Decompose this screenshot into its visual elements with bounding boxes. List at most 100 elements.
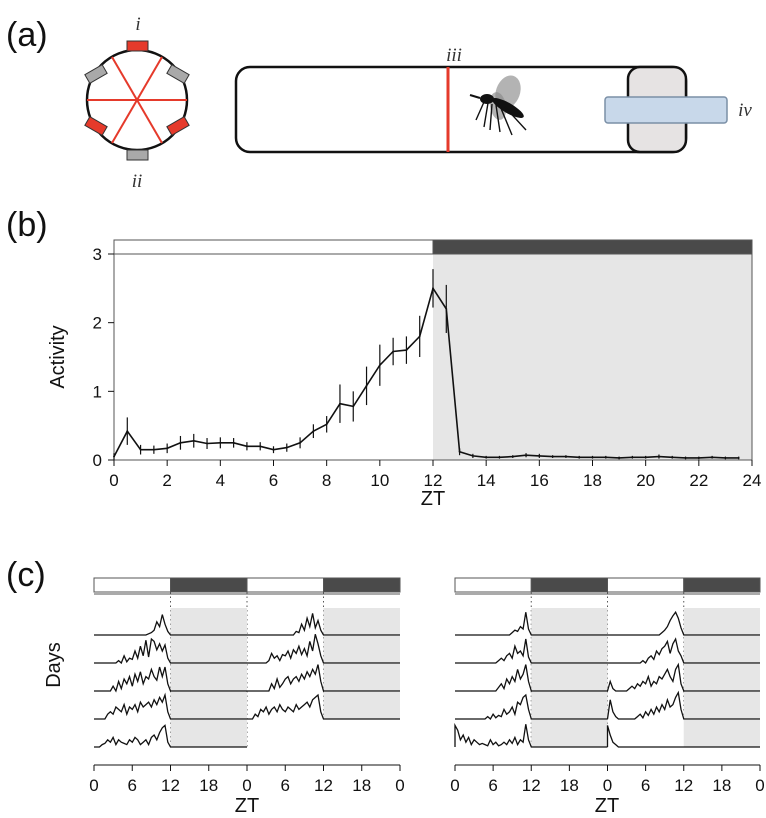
dark-phase-bar <box>530 577 608 593</box>
light-phase-bar <box>93 577 171 593</box>
data-point <box>525 454 527 457</box>
night-shading <box>323 692 400 719</box>
x-tick-label: 12 <box>522 776 541 795</box>
night-shading <box>170 692 247 719</box>
night-shading <box>531 636 608 663</box>
x-tick-label: 12 <box>161 776 180 795</box>
night-shading <box>531 720 608 747</box>
x-tick-label: 18 <box>199 776 218 795</box>
data-point <box>511 455 514 458</box>
y-axis-label: Activity <box>47 325 69 388</box>
data-point <box>392 350 395 353</box>
activity-trace <box>607 637 760 665</box>
data-point <box>458 450 461 453</box>
data-point <box>192 439 195 442</box>
x-tick-label: 0 <box>450 776 459 795</box>
data-point <box>551 455 554 458</box>
data-point <box>418 335 421 338</box>
data-point <box>325 423 328 426</box>
x-tick-label: 0 <box>242 776 251 795</box>
activity-trace <box>455 638 608 664</box>
x-tick-label: 12 <box>424 471 443 490</box>
night-shading <box>323 608 400 635</box>
data-point <box>113 455 115 458</box>
x-tick-label: 0 <box>395 776 404 795</box>
data-point <box>166 447 169 450</box>
activity-trace <box>607 610 760 636</box>
label-iii: iii <box>446 45 462 66</box>
actogram-right-x-label: ZT <box>595 795 619 817</box>
x-tick-label: 22 <box>689 471 708 490</box>
y-tick-label: 3 <box>93 245 102 264</box>
x-tick-label: 12 <box>314 776 333 795</box>
data-point <box>644 456 647 459</box>
dark-phase-bar <box>432 239 753 255</box>
x-tick-label: 18 <box>583 471 602 490</box>
activity-trace <box>94 614 247 636</box>
arena-top-view: i ii <box>84 14 190 192</box>
data-point <box>604 456 607 459</box>
data-point <box>631 456 634 459</box>
data-point <box>246 445 248 448</box>
x-tick-label: 4 <box>216 471 225 490</box>
data-point <box>285 446 288 449</box>
y-tick-label: 1 <box>93 382 102 401</box>
dark-phase-bar <box>170 577 248 593</box>
data-point <box>139 448 142 451</box>
x-tick-label: 18 <box>712 776 731 795</box>
label-i: i <box>135 14 140 35</box>
night-shading <box>531 608 608 635</box>
y-axis-ticks: 0 1 2 3 <box>93 245 114 470</box>
activity-trace <box>455 664 608 692</box>
light-phase-bar <box>607 577 685 593</box>
data-point <box>538 454 541 457</box>
light-phase-bar <box>246 577 324 593</box>
data-point <box>378 364 381 367</box>
x-tick-label: 16 <box>530 471 549 490</box>
dark-phase-bar <box>323 577 401 593</box>
panel-label-b: (b) <box>6 206 48 244</box>
x-tick-label: 6 <box>128 776 137 795</box>
activity-trace <box>94 692 247 720</box>
night-shading <box>683 664 760 691</box>
data-point <box>299 441 301 444</box>
data-point <box>259 445 262 448</box>
activity-line <box>113 286 739 459</box>
activity-trace <box>247 693 400 720</box>
data-point <box>126 430 129 433</box>
activity-trace <box>94 637 247 665</box>
x-tick-label: 20 <box>636 471 655 490</box>
data-point <box>498 456 501 459</box>
x-tick-label: 10 <box>370 471 389 490</box>
data-point <box>711 456 714 459</box>
data-point <box>365 384 368 387</box>
night-shading <box>531 692 608 719</box>
x-tick-label: 0 <box>89 776 98 795</box>
data-point <box>578 456 581 459</box>
activity-trace <box>606 725 760 748</box>
emitter-top <box>126 40 149 52</box>
x-tick-label: 6 <box>269 471 278 490</box>
activity-trace <box>247 664 400 692</box>
activity-trace <box>454 722 608 748</box>
data-point <box>179 441 182 444</box>
data-point <box>724 457 727 459</box>
activity-trace <box>94 666 247 693</box>
data-point <box>232 441 235 444</box>
actogram-left: 0 6 12 18 0 6 12 18 0 <box>89 577 405 795</box>
panel-label-a: (a) <box>6 16 48 54</box>
data-point <box>405 349 408 352</box>
mosquito-icon <box>469 75 527 136</box>
data-point <box>565 455 567 458</box>
days-axis-label: Days <box>43 642 65 688</box>
actogram-right: 0 6 12 18 0 6 12 18 0 <box>450 577 765 795</box>
emitter-lower-right <box>166 115 190 137</box>
activity-trace <box>455 693 608 721</box>
activity-trace <box>606 690 760 720</box>
label-iv: iv <box>738 100 752 121</box>
data-point <box>152 448 155 451</box>
label-ii: ii <box>132 171 143 192</box>
data-point <box>432 287 434 290</box>
